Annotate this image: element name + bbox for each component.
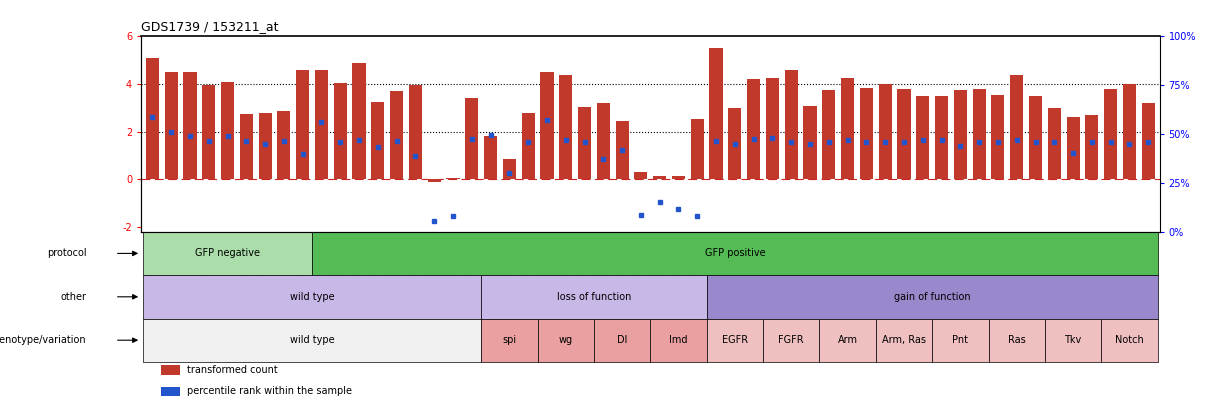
Bar	[616, 121, 628, 179]
Text: loss of function: loss of function	[557, 292, 631, 302]
Text: spi: spi	[502, 335, 517, 345]
Bar	[1102, 318, 1157, 362]
Bar	[481, 318, 537, 362]
Bar	[1048, 108, 1061, 179]
Bar	[503, 159, 517, 179]
Bar	[879, 84, 892, 179]
Bar	[144, 318, 481, 362]
Bar	[146, 58, 160, 179]
Bar	[164, 72, 178, 179]
Bar	[1086, 115, 1098, 179]
Bar	[707, 318, 763, 362]
Bar	[390, 91, 404, 179]
Bar	[897, 89, 910, 179]
Bar	[409, 85, 422, 179]
Bar	[183, 72, 196, 179]
Text: other: other	[60, 292, 87, 302]
Text: Arm: Arm	[838, 335, 858, 345]
Bar	[312, 232, 1157, 275]
Text: wild type: wild type	[290, 335, 335, 345]
Bar	[933, 318, 989, 362]
Text: GFP negative: GFP negative	[195, 248, 260, 258]
Bar	[804, 106, 817, 179]
Bar	[822, 90, 836, 179]
Bar	[277, 111, 291, 179]
Text: Imd: Imd	[669, 335, 688, 345]
Bar	[465, 98, 479, 179]
Bar	[296, 70, 309, 179]
Bar	[481, 275, 707, 318]
Bar	[707, 275, 1157, 318]
Bar	[315, 70, 328, 179]
Bar	[202, 85, 215, 179]
Text: Notch: Notch	[1115, 335, 1144, 345]
Bar	[766, 78, 779, 179]
Bar	[352, 63, 366, 179]
Bar	[1029, 96, 1042, 179]
Bar	[540, 72, 553, 179]
Bar	[691, 119, 704, 179]
Bar	[162, 365, 180, 375]
Bar	[634, 172, 648, 179]
Bar	[144, 232, 312, 275]
Bar	[991, 95, 1005, 179]
Bar	[447, 178, 460, 179]
Text: Pnt: Pnt	[952, 335, 968, 345]
Bar	[820, 318, 876, 362]
Text: wg: wg	[558, 335, 573, 345]
Bar	[935, 96, 948, 179]
Bar	[334, 83, 347, 179]
Text: transformed count: transformed count	[187, 365, 277, 375]
Text: FGFR: FGFR	[778, 335, 804, 345]
Bar	[763, 318, 820, 362]
Bar	[876, 318, 933, 362]
Bar	[594, 318, 650, 362]
Text: gain of function: gain of function	[893, 292, 971, 302]
Bar	[650, 318, 707, 362]
Bar	[989, 318, 1045, 362]
Bar	[372, 102, 384, 179]
Bar	[537, 318, 594, 362]
Text: Dl: Dl	[617, 335, 627, 345]
Bar	[729, 108, 741, 179]
Text: percentile rank within the sample: percentile rank within the sample	[187, 386, 352, 396]
Bar	[860, 87, 872, 179]
Bar	[1045, 318, 1102, 362]
Bar	[162, 386, 180, 396]
Bar	[428, 179, 440, 182]
Bar	[709, 48, 723, 179]
Bar	[1123, 84, 1136, 179]
Bar	[221, 82, 234, 179]
Text: GDS1739 / 153211_at: GDS1739 / 153211_at	[141, 20, 279, 33]
Bar	[259, 113, 271, 179]
Text: Tkv: Tkv	[1065, 335, 1082, 345]
Bar	[672, 176, 685, 179]
Bar	[560, 75, 572, 179]
Bar	[1141, 103, 1155, 179]
Bar	[653, 176, 666, 179]
Bar	[1066, 117, 1080, 179]
Bar	[144, 275, 481, 318]
Text: EGFR: EGFR	[721, 335, 748, 345]
Text: Arm, Ras: Arm, Ras	[882, 335, 926, 345]
Bar	[973, 89, 985, 179]
Bar	[953, 90, 967, 179]
Bar	[596, 103, 610, 179]
Bar	[578, 107, 591, 179]
Bar	[747, 79, 761, 179]
Bar	[521, 113, 535, 179]
Bar	[1010, 75, 1023, 179]
Bar	[239, 114, 253, 179]
Text: wild type: wild type	[290, 292, 335, 302]
Text: protocol: protocol	[47, 248, 87, 258]
Bar	[840, 78, 854, 179]
Text: genotype/variation: genotype/variation	[0, 335, 87, 345]
Bar	[1104, 89, 1118, 179]
Text: Ras: Ras	[1007, 335, 1026, 345]
Bar	[483, 136, 497, 179]
Bar	[784, 70, 798, 179]
Bar	[917, 96, 929, 179]
Text: GFP positive: GFP positive	[704, 248, 766, 258]
